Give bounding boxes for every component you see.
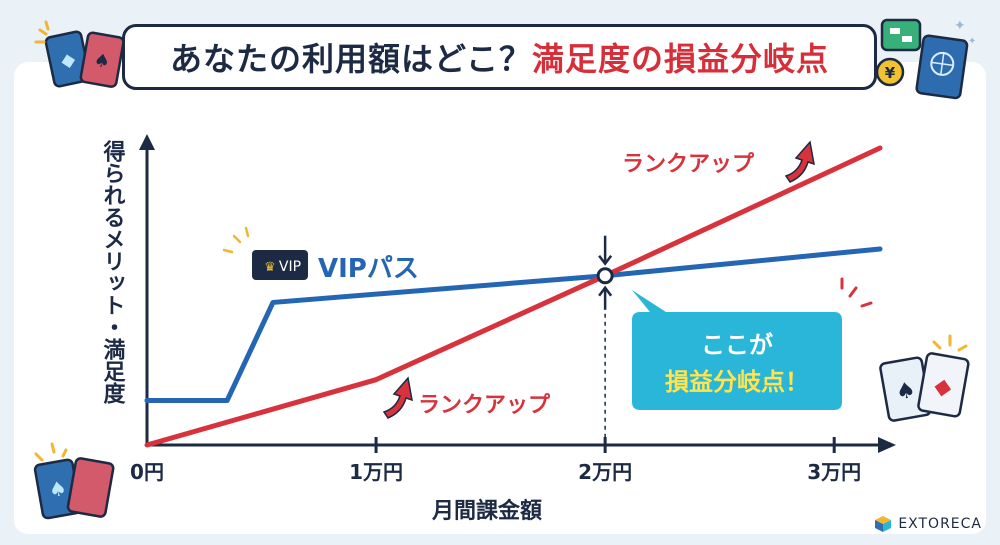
vip-pass-label: ♛ VIP VIPパス [222,226,419,284]
rank-up-arrow-icon-2 [382,376,413,419]
breakeven-callout: ここが 損益分岐点！ [632,277,873,410]
title-part2: 満足度の損益分岐点 [532,40,830,78]
content-panel [14,62,986,534]
x-tick-label: 1万円 [349,460,403,484]
series-line-rank-up [144,145,883,448]
cards-icon-bottom-left: ♠ [33,442,115,520]
brand-mark: EXTORECA [874,515,982,533]
callout-line1: ここが [701,331,773,359]
svg-text:♠: ♠ [92,49,112,72]
svg-text:♠: ♠ [894,378,918,406]
x-tick-label: 0円 [130,460,164,484]
brand-name: EXTORECA [898,516,982,532]
rank-up-bottom-text: ランクアップ [418,393,551,418]
rank-up-arrow-icon [784,140,815,183]
vip-badge-text: VIP [279,259,301,275]
x-tick-label: 2万円 [578,460,632,484]
svg-text:✦: ✦ [968,36,976,47]
svg-text:♛: ♛ [264,260,276,275]
rank-up-top-text: ランクアップ [622,152,755,177]
breakeven-arrows [598,235,613,310]
svg-text:◆: ◆ [59,49,77,72]
series-line-vip [144,246,883,403]
rank-up-label-top: ランクアップ [622,140,815,183]
y-axis-arrow [139,134,155,150]
breakeven-point [596,267,614,285]
title-banner: あなたの利用額はどこ？ 満足度の損益分岐点 [122,24,877,90]
rank-up-label-bottom: ランクアップ [382,376,551,419]
x-axis-arrow [878,437,896,453]
svg-text:◆: ◆ [932,374,953,402]
svg-text:¥: ¥ [885,64,896,82]
callout-line2: 損益分岐点！ [665,368,809,396]
title-part1: あなたの利用額はどこ？ [169,40,533,78]
cards-icon-bottom-right: ♠ ◆ [879,334,970,422]
svg-text:♠: ♠ [47,476,69,503]
svg-text:✦: ✦ [954,18,966,34]
cards-icon-top-left: ◆ ♠ [34,20,125,88]
travel-icon-top-right: ¥ ✦ ✦ [875,18,976,100]
cube-logo-icon [875,516,892,532]
x-tick-label: 3万円 [807,460,861,484]
x-axis-label: 月間課金額 [431,498,542,524]
vip-label-text: VIPパス [318,254,419,284]
y-axis-label: 得られるメリット・満足度 [100,139,127,405]
